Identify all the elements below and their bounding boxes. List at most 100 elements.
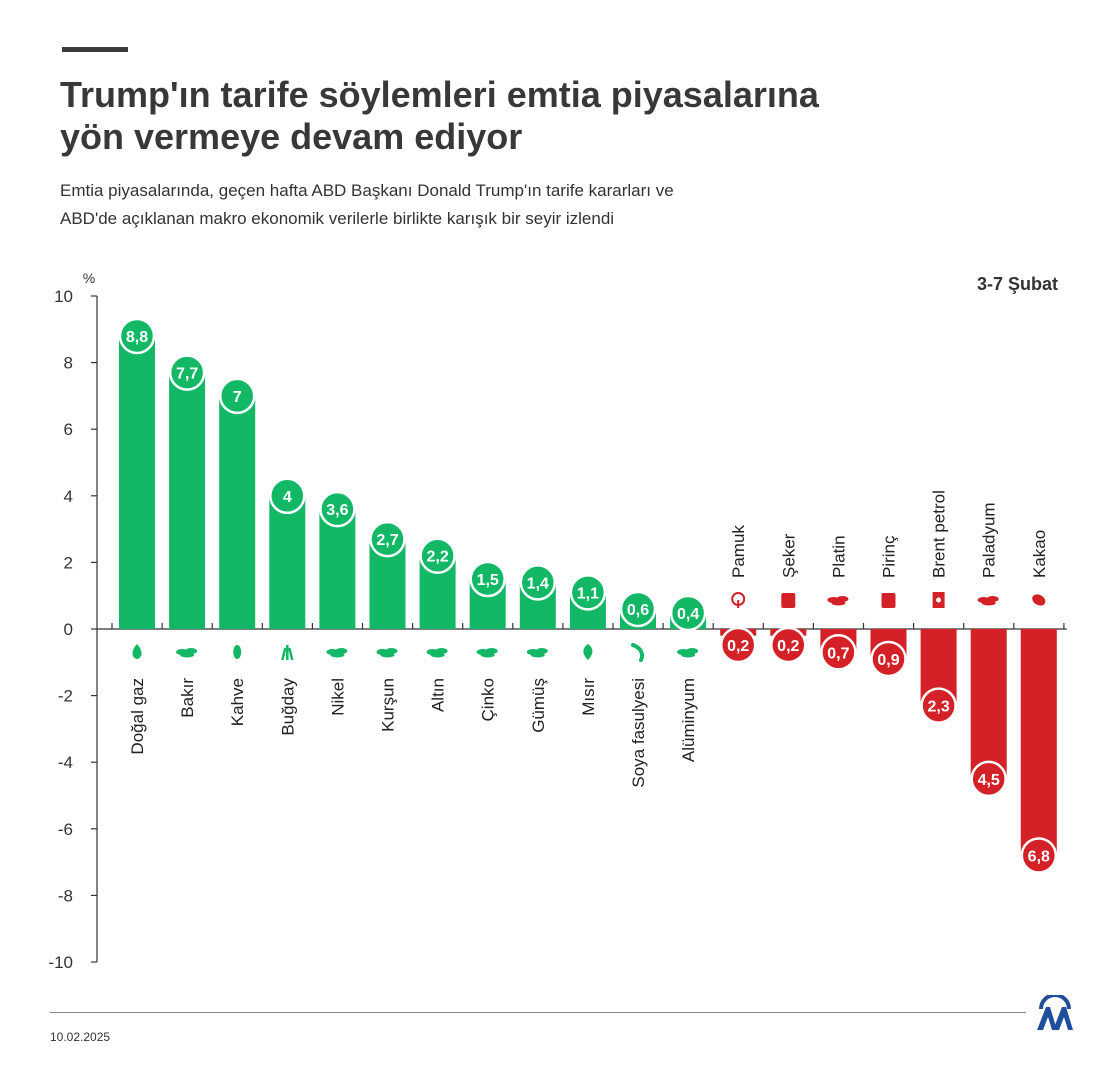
ore-shape xyxy=(180,652,195,658)
page-title: Trump'ın tarife söylemleri emtia piyasal… xyxy=(60,74,1060,158)
y-tick-label: 4 xyxy=(64,487,73,506)
category-label: Nikel xyxy=(328,678,347,716)
data-label: 2,2 xyxy=(426,549,448,566)
bar xyxy=(1020,629,1057,856)
bar-group: 0,2 Pamuk xyxy=(719,525,757,664)
data-label: 2,3 xyxy=(927,699,949,716)
data-label: 0,7 xyxy=(827,645,849,662)
title-line-2: yön vermeye devam ediyor xyxy=(60,116,523,157)
footer-divider xyxy=(50,1012,1026,1013)
y-tick-label: 10 xyxy=(54,287,73,306)
data-label: 0,2 xyxy=(777,638,799,655)
category-label: Mısır xyxy=(579,678,598,716)
bar-group: 0,9 Pirinç xyxy=(870,535,907,678)
data-label: 1,1 xyxy=(577,585,599,602)
ore-shape xyxy=(330,652,345,658)
data-label-circle xyxy=(1020,837,1058,874)
data-label: 0,2 xyxy=(727,638,749,655)
data-label: 3,6 xyxy=(326,502,348,519)
ore-shape xyxy=(686,648,699,654)
cocoa-shape xyxy=(1032,594,1046,606)
y-tick-label: 2 xyxy=(64,553,73,572)
oil-barrel-icon xyxy=(932,592,945,608)
data-label: 0,6 xyxy=(627,602,649,619)
bar-group: 8,8 Doğal gaz xyxy=(118,317,156,755)
accent-bar xyxy=(62,47,128,52)
data-label-circle xyxy=(719,626,757,664)
bar-group: 1,4 Gümüş xyxy=(519,564,557,733)
bar-group: 3,6 Nikel xyxy=(319,490,356,716)
data-label-circle xyxy=(820,634,857,671)
ore-shape xyxy=(380,652,395,658)
metal-ore-icon xyxy=(326,648,348,658)
y-tick-label: -8 xyxy=(58,886,73,905)
data-label-circle xyxy=(669,594,707,632)
soy-shape xyxy=(631,643,644,662)
bar-group: 1,5 Çinko xyxy=(469,560,506,721)
category-label: Soya fasulyesi xyxy=(629,678,648,788)
ore-shape xyxy=(435,648,448,654)
category-label: Doğal gaz xyxy=(128,678,147,755)
category-label: Paladyum xyxy=(980,502,999,578)
bar xyxy=(319,509,356,629)
ore-shape xyxy=(831,600,846,606)
data-label-circle xyxy=(619,590,657,628)
ore-shape xyxy=(535,648,548,654)
y-tick-label: -6 xyxy=(58,820,73,839)
data-label-circle xyxy=(218,377,256,415)
data-label-circle xyxy=(569,574,607,611)
bean-shape xyxy=(233,645,242,659)
category-label: Pirinç xyxy=(880,535,899,578)
aa-logo xyxy=(1035,993,1075,1036)
y-tick-label: 0 xyxy=(64,620,73,639)
ore-shape xyxy=(836,596,849,602)
data-label-circle xyxy=(469,560,506,598)
period-label: 3-7 Şubat xyxy=(976,274,1058,294)
ore-shape xyxy=(986,596,999,602)
category-label: Bakır xyxy=(178,678,197,718)
corn-shape xyxy=(583,644,593,660)
category-label: Kakao xyxy=(1030,530,1049,578)
y-axis-label: % xyxy=(83,270,95,286)
metal-ore-icon xyxy=(677,648,699,658)
metal-ore-icon xyxy=(476,648,498,658)
bar-group: 2,7 Kurşun xyxy=(369,520,406,732)
ore-shape xyxy=(681,652,696,658)
bar-group: 0,7 Platin xyxy=(820,535,857,671)
data-label: 7,7 xyxy=(176,366,198,383)
rice-sack-icon xyxy=(881,593,896,608)
wheat-shape xyxy=(281,645,294,661)
data-label-circle xyxy=(369,520,406,558)
category-label: Altın xyxy=(429,678,448,712)
metal-ore-icon xyxy=(977,596,999,606)
bar-group: 7 Kahve xyxy=(218,377,256,726)
bar-group: 6,8 Kakao xyxy=(1020,530,1058,874)
data-label-circle xyxy=(519,564,557,601)
subtitle-line-1: Emtia piyasalarında, geçen hafta ABD Baş… xyxy=(60,181,674,200)
date: 10.02.2025 xyxy=(50,1030,111,1044)
barrel-drop xyxy=(936,597,942,603)
bar-group: 4,5 Paladyum xyxy=(970,502,1007,798)
data-label-circle xyxy=(970,760,1007,798)
category-label: Kahve xyxy=(228,678,247,726)
bar-group: 7,7 Bakır xyxy=(168,354,206,718)
cotton-icon xyxy=(731,592,746,608)
data-label-circle xyxy=(118,317,156,355)
data-label-circle xyxy=(419,537,456,574)
data-label-circle xyxy=(920,687,957,724)
bar xyxy=(269,495,306,629)
y-tick-label: -10 xyxy=(48,953,73,972)
category-label: Platin xyxy=(829,535,848,578)
category-label: Gümüş xyxy=(529,678,548,733)
category-label: Brent petrol xyxy=(930,490,949,578)
corn-icon xyxy=(583,644,593,660)
ore-shape xyxy=(385,648,398,654)
bar-group: 1,1 Mısır xyxy=(569,574,607,716)
data-label: 4 xyxy=(283,489,292,506)
bar-group: 2,2 Altın xyxy=(419,537,456,712)
ore-shape xyxy=(530,652,545,658)
data-label-circle xyxy=(168,354,206,391)
sack-shape xyxy=(881,593,896,608)
title-line-1: Trump'ın tarife söylemleri emtia piyasal… xyxy=(60,74,819,115)
